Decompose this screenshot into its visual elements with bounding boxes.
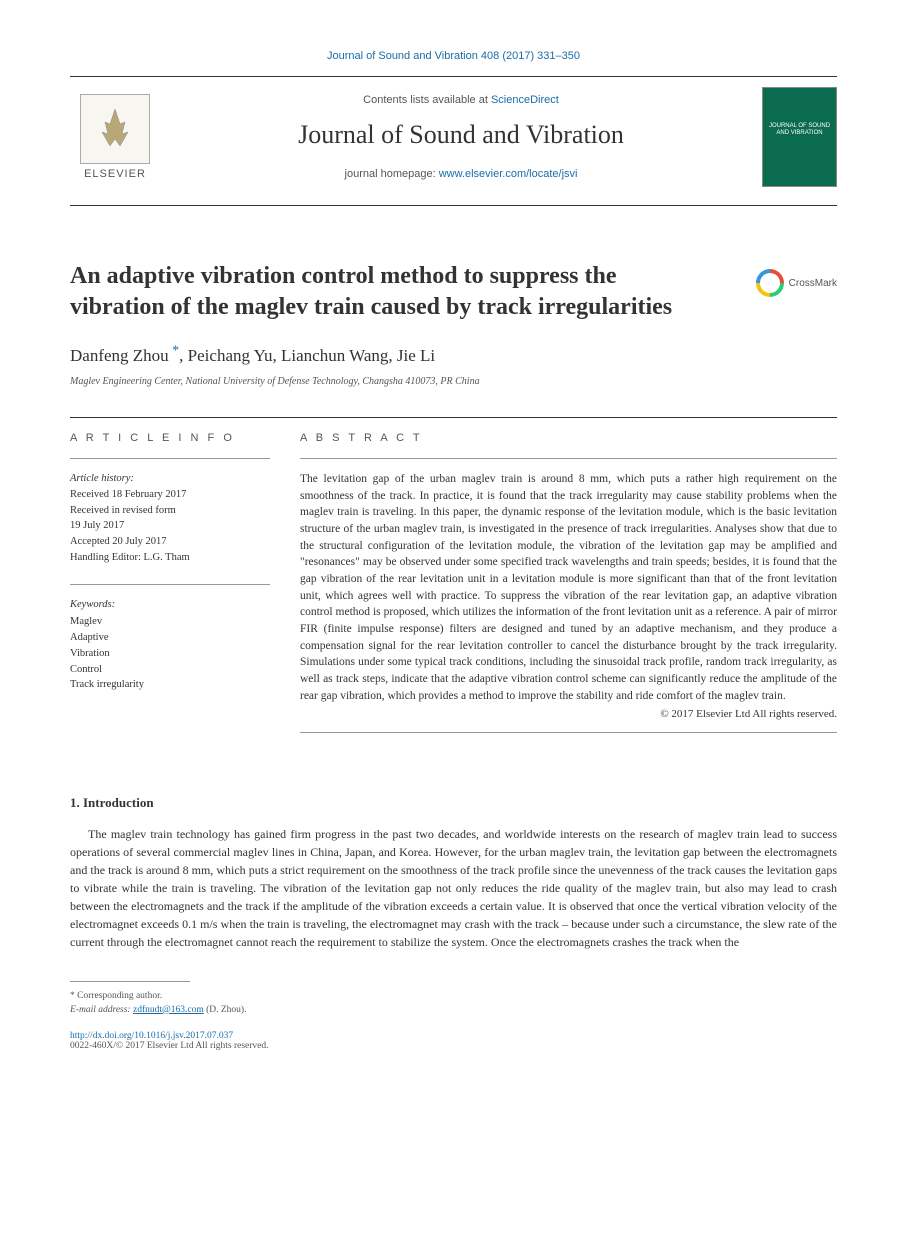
abstract-copyright: © 2017 Elsevier Ltd All rights reserved. [300,708,837,720]
intro-paragraph: The maglev train technology has gained f… [70,825,837,951]
issn-copyright: 0022-460X/© 2017 Elsevier Ltd All rights… [70,1041,837,1051]
homepage-line: journal homepage: www.elsevier.com/locat… [170,168,752,180]
keyword: Adaptive [70,630,270,646]
crossmark-icon [756,269,784,297]
divider [300,458,837,459]
keyword: Maglev [70,614,270,630]
keyword: Control [70,662,270,678]
article-info-column: A R T I C L E I N F O Article history: R… [70,417,270,745]
email-label: E-mail address: [70,1005,133,1015]
elsevier-tree-icon [80,94,150,164]
crossmark-badge[interactable]: CrossMark [756,269,837,297]
abstract-head: A B S T R A C T [300,432,837,444]
divider [300,732,837,733]
contents-label: Contents lists available at [363,94,491,106]
footnote-separator [70,981,190,982]
crossmark-label: CrossMark [789,278,837,289]
keywords-head: Keywords: [70,597,270,613]
contents-line: Contents lists available at ScienceDirec… [170,94,752,106]
authors-line: Danfeng Zhou *, Peichang Yu, Lianchun Wa… [70,343,837,366]
history-block: Article history: Received 18 February 20… [70,471,270,566]
elsevier-name: ELSEVIER [70,168,160,180]
abstract-column: A B S T R A C T The levitation gap of th… [300,417,837,745]
article-info-head: A R T I C L E I N F O [70,432,270,444]
revised-date: 19 July 2017 [70,518,270,534]
corresponding-author-note: * Corresponding author. [70,990,837,1003]
history-label: Article history: [70,471,270,487]
banner-row: ELSEVIER Contents lists available at Sci… [70,87,837,187]
corr-marker: * [169,343,180,358]
cover-title: JOURNAL OF SOUND AND VIBRATION [767,123,832,137]
doi-link[interactable]: http://dx.doi.org/10.1016/j.jsv.2017.07.… [70,1031,233,1041]
keywords-block: Keywords: Maglev Adaptive Vibration Cont… [70,597,270,694]
doi-block: http://dx.doi.org/10.1016/j.jsv.2017.07.… [70,1031,837,1051]
banner-center: Contents lists available at ScienceDirec… [160,94,762,180]
email-line: E-mail address: zdfnudt@163.com (D. Zhou… [70,1004,837,1017]
keyword: Vibration [70,646,270,662]
sciencedirect-link[interactable]: ScienceDirect [491,94,559,106]
accepted-date: Accepted 20 July 2017 [70,534,270,550]
info-abstract-row: A R T I C L E I N F O Article history: R… [70,417,837,745]
journal-cover-thumbnail: JOURNAL OF SOUND AND VIBRATION [762,87,837,187]
divider [70,458,270,459]
received-date: Received 18 February 2017 [70,487,270,503]
article-head: CrossMark An adaptive vibration control … [70,261,837,387]
journal-name: Journal of Sound and Vibration [170,120,752,150]
affiliation: Maglev Engineering Center, National Univ… [70,376,837,387]
elsevier-logo: ELSEVIER [70,94,160,180]
email-link[interactable]: zdfnudt@163.com [133,1005,204,1015]
citation-line: Journal of Sound and Vibration 408 (2017… [70,50,837,62]
abstract-text: The levitation gap of the urban maglev t… [300,471,837,704]
page: Journal of Sound and Vibration 408 (2017… [0,0,907,1091]
handling-editor: Handling Editor: L.G. Tham [70,550,270,566]
divider [70,584,270,585]
authors-text: Danfeng Zhou *, Peichang Yu, Lianchun Wa… [70,346,435,365]
journal-banner: ELSEVIER Contents lists available at Sci… [70,76,837,206]
homepage-label: journal homepage: [345,168,439,180]
revised-label: Received in revised form [70,503,270,519]
email-author: (D. Zhou). [204,1005,247,1015]
keyword: Track irregularity [70,677,270,693]
article-title: An adaptive vibration control method to … [70,261,710,323]
section-1-head: 1. Introduction [70,795,837,811]
homepage-link[interactable]: www.elsevier.com/locate/jsvi [439,168,578,180]
footnote-block: * Corresponding author. E-mail address: … [70,990,837,1017]
